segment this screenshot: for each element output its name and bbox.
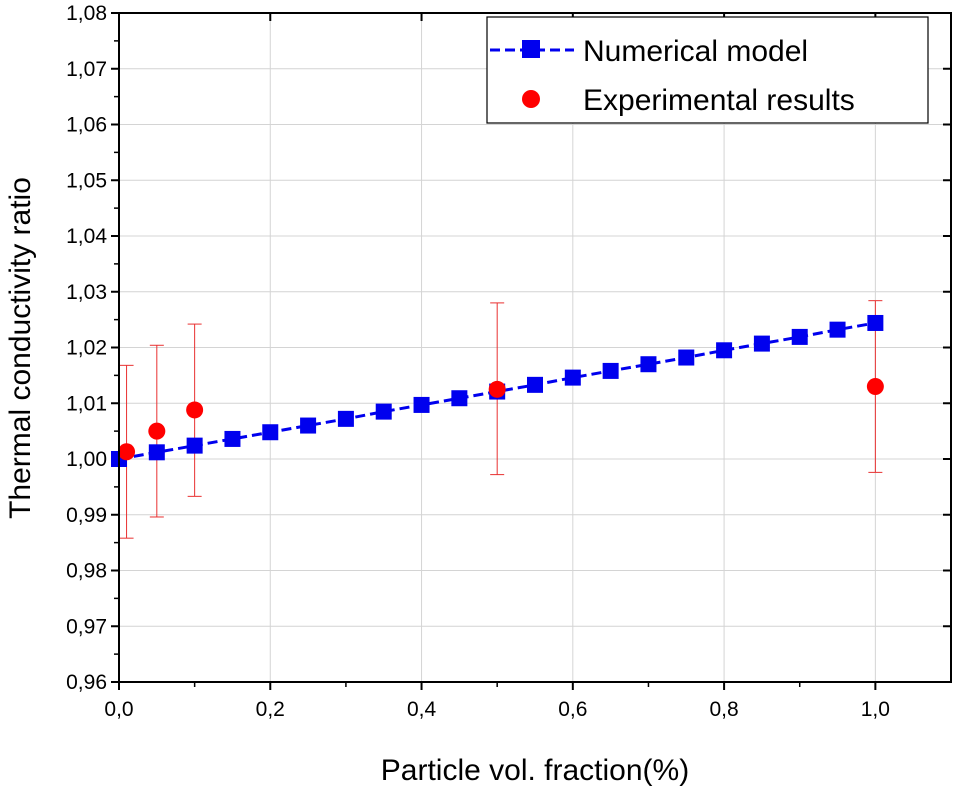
legend-marker-numerical (522, 40, 540, 58)
experimental-point (186, 401, 204, 419)
x-tick-label: 0,0 (104, 698, 133, 721)
x-tick-label: 0,6 (558, 698, 587, 721)
numerical-model-point (829, 321, 846, 338)
numerical-model-point (867, 314, 884, 331)
numerical-model-point (527, 376, 543, 393)
y-tick-label: 0,99 (66, 504, 107, 527)
plot-frame (118, 12, 952, 683)
legend: Numerical model Experimental results (486, 16, 929, 124)
numerical-model-point (791, 328, 808, 345)
experimental-results-series (118, 378, 884, 461)
x-tick-label: 1,0 (861, 698, 890, 721)
y-tick-label: 0,96 (66, 671, 107, 694)
numerical-model-point (148, 444, 165, 461)
numerical-model-point (716, 342, 733, 359)
x-tick-labels: 0,0 0,2 0,4 0,6 0,8 1,0 (104, 698, 890, 721)
legend-box (486, 16, 929, 124)
y-tick-label: 1,03 (66, 281, 107, 304)
y-tick-label: 1,05 (66, 169, 107, 192)
numerical-model-point (640, 356, 657, 373)
y-axis-title: Thermal conductivity ratio (4, 177, 37, 519)
y-tick-label: 1,01 (66, 392, 107, 415)
y-tick-label: 1,08 (66, 2, 107, 25)
y-tick-label: 1,06 (66, 114, 107, 137)
x-tick-label: 0,4 (407, 698, 437, 721)
x-tick-label: 0,8 (709, 698, 738, 721)
numerical-model-point (602, 362, 619, 379)
numerical-model-point (337, 410, 354, 427)
numerical-model-point (753, 335, 770, 352)
numerical-model-point (262, 424, 279, 441)
y-tick-label: 1,07 (66, 58, 107, 81)
numerical-model-point (678, 349, 695, 366)
numerical-model-point (186, 437, 203, 454)
numerical-model-point (300, 417, 317, 434)
numerical-model-point (564, 369, 581, 386)
numerical-model-point (413, 396, 430, 413)
numerical-model-point (375, 403, 392, 420)
legend-marker-experimental (522, 90, 540, 108)
y-tick-labels: 0,96 0,97 0,98 0,99 1,00 1,01 1,02 1,03 1,04 1,05… (66, 2, 107, 694)
experimental-point (866, 378, 884, 396)
y-tick-label: 1,04 (66, 225, 107, 248)
y-tick-label: 0,98 (66, 560, 107, 583)
experimental-point (118, 443, 136, 461)
experimental-point (148, 422, 166, 440)
legend-label-experimental: Experimental results (583, 84, 855, 117)
y-tick-label: 1,02 (66, 337, 107, 360)
experimental-point (488, 380, 506, 398)
y-tick-label: 0,97 (66, 615, 107, 638)
numerical-model-point (451, 390, 468, 407)
x-axis-title: Particle vol. fraction(%) (381, 754, 689, 787)
legend-label-numerical: Numerical model (583, 35, 808, 68)
y-tick-label: 1,00 (66, 448, 107, 471)
x-tick-label: 0,2 (256, 698, 285, 721)
numerical-model-point (224, 430, 241, 447)
